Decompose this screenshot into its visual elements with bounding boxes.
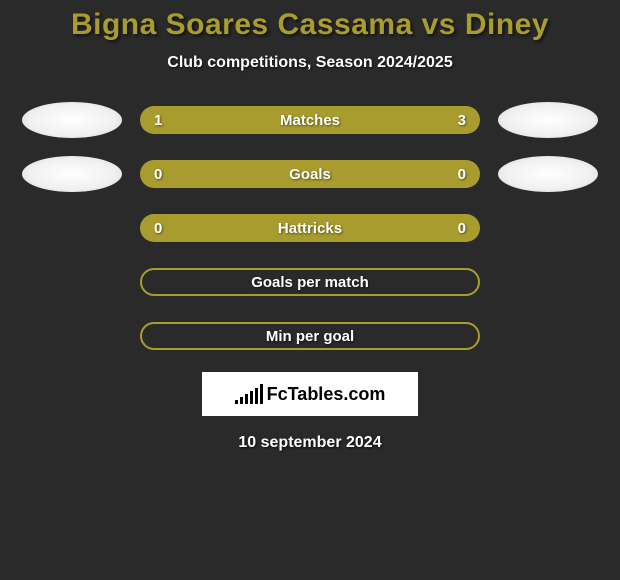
stat-bar: 1 Matches 3 (140, 106, 480, 134)
stat-label: Hattricks (278, 220, 342, 237)
stat-value-right: 0 (458, 220, 466, 237)
date-text: 10 september 2024 (0, 434, 620, 452)
stat-value-left: 0 (154, 220, 162, 237)
stat-row: Goals per match (0, 264, 620, 300)
team-badge-left (22, 102, 122, 138)
logo-text: FcTables.com (267, 384, 386, 405)
team-badge-left (22, 156, 122, 192)
logo-box: FcTables.com (202, 372, 418, 416)
stat-value-right: 3 (458, 112, 466, 129)
stat-value-left: 0 (154, 166, 162, 183)
team-badge-right (498, 156, 598, 192)
stat-value-left: 1 (154, 112, 162, 129)
stat-value-right: 0 (458, 166, 466, 183)
stat-row: 1 Matches 3 (0, 102, 620, 138)
logo-bars-icon (235, 384, 263, 404)
stat-bar: 0 Goals 0 (140, 160, 480, 188)
stat-row: Min per goal (0, 318, 620, 354)
stat-label: Matches (280, 112, 340, 129)
team-badge-right (498, 102, 598, 138)
stat-row: 0 Hattricks 0 (0, 210, 620, 246)
stat-label: Min per goal (266, 328, 354, 345)
page-title: Bigna Soares Cassama vs Diney (0, 8, 620, 42)
stat-label: Goals (289, 166, 331, 183)
page-subtitle: Club competitions, Season 2024/2025 (0, 54, 620, 72)
stat-bar: 0 Hattricks 0 (140, 214, 480, 242)
stat-bar: Goals per match (140, 268, 480, 296)
stat-row: 0 Goals 0 (0, 156, 620, 192)
stat-rows: 1 Matches 3 0 Goals 0 0 Hattricks 0 Goals per mat… (0, 102, 620, 354)
stat-label: Goals per match (251, 274, 369, 291)
stat-bar: Min per goal (140, 322, 480, 350)
comparison-infographic: Bigna Soares Cassama vs Diney Club compe… (0, 0, 620, 452)
